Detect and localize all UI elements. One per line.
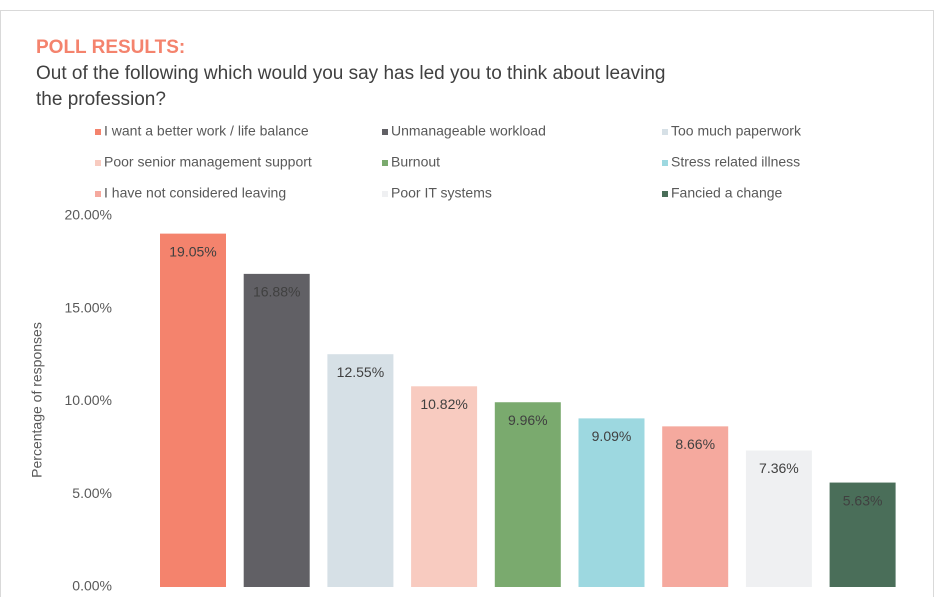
bar bbox=[494, 402, 561, 587]
bar bbox=[160, 233, 226, 587]
y-tick-label: 15.00% bbox=[65, 299, 112, 315]
legend-swatch bbox=[95, 160, 101, 166]
legend-label: I have not considered leaving bbox=[104, 185, 286, 201]
legend-swatch bbox=[95, 191, 101, 197]
bar bbox=[829, 482, 896, 587]
bar bbox=[411, 386, 478, 587]
chart-title: POLL RESULTS: bbox=[36, 37, 185, 58]
bar bbox=[662, 426, 729, 587]
legend-label: Too much paperwork bbox=[671, 123, 802, 139]
value-label: 7.36% bbox=[759, 460, 799, 476]
legend-swatch bbox=[662, 129, 668, 135]
bar bbox=[327, 354, 394, 587]
y-tick-label: 10.00% bbox=[65, 392, 112, 408]
legend-label: Unmanageable workload bbox=[391, 123, 546, 139]
value-label: 8.66% bbox=[675, 436, 715, 452]
bar bbox=[243, 273, 310, 587]
legend-label: Stress related illness bbox=[671, 154, 800, 170]
y-tick-label: 5.00% bbox=[72, 485, 112, 501]
bar bbox=[578, 418, 645, 587]
value-label: 9.96% bbox=[508, 412, 548, 428]
value-label: 5.63% bbox=[843, 492, 883, 508]
legend-label: I want a better work / life balance bbox=[104, 123, 309, 139]
y-tick-label: 20.00% bbox=[65, 207, 112, 223]
subtitle: Out of the following which would you say… bbox=[36, 63, 666, 84]
legend-swatch bbox=[382, 160, 388, 166]
legend-swatch bbox=[662, 191, 668, 197]
value-label: 9.09% bbox=[592, 428, 632, 444]
legend-swatch bbox=[382, 129, 388, 135]
y-axis-label: Percentage of responses bbox=[29, 322, 45, 478]
legend-label: Fancied a change bbox=[671, 185, 783, 201]
legend-label: Burnout bbox=[391, 154, 440, 170]
y-tick-label: 0.00% bbox=[72, 578, 112, 594]
legend-label: Poor senior management support bbox=[104, 154, 312, 170]
legend-label: Poor IT systems bbox=[391, 185, 492, 201]
legend-swatch bbox=[382, 191, 388, 197]
value-label: 19.05% bbox=[169, 243, 216, 259]
bar bbox=[745, 450, 812, 587]
value-label: 10.82% bbox=[420, 396, 467, 412]
value-label: 12.55% bbox=[337, 364, 384, 380]
legend-swatch bbox=[95, 129, 101, 135]
value-label: 16.88% bbox=[253, 284, 300, 300]
legend-swatch bbox=[662, 160, 668, 166]
subtitle: the profession? bbox=[36, 89, 166, 110]
